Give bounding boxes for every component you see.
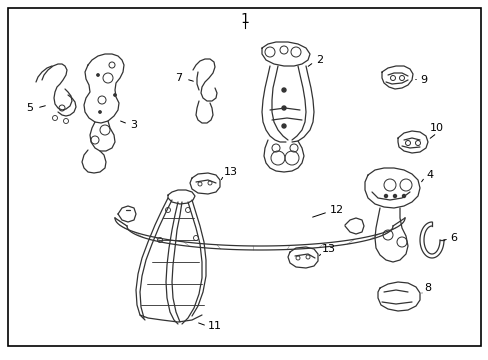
Text: 13: 13 xyxy=(321,244,335,254)
Circle shape xyxy=(282,124,285,128)
Text: 5: 5 xyxy=(26,103,34,113)
Text: 1: 1 xyxy=(240,12,249,26)
Circle shape xyxy=(98,111,102,113)
Text: 4: 4 xyxy=(425,170,432,180)
Circle shape xyxy=(384,194,386,198)
Circle shape xyxy=(282,106,285,110)
Circle shape xyxy=(282,88,285,92)
Text: 9: 9 xyxy=(419,75,426,85)
Text: 7: 7 xyxy=(175,73,182,83)
Text: 12: 12 xyxy=(329,205,344,215)
Circle shape xyxy=(96,73,99,77)
Text: 13: 13 xyxy=(224,167,238,177)
Text: 11: 11 xyxy=(207,321,222,331)
Text: 2: 2 xyxy=(315,55,323,65)
Circle shape xyxy=(393,194,396,198)
Text: 3: 3 xyxy=(130,120,137,130)
Text: 10: 10 xyxy=(429,123,443,133)
Text: 6: 6 xyxy=(449,233,456,243)
Text: 8: 8 xyxy=(423,283,430,293)
Circle shape xyxy=(113,94,116,96)
Circle shape xyxy=(402,194,405,198)
